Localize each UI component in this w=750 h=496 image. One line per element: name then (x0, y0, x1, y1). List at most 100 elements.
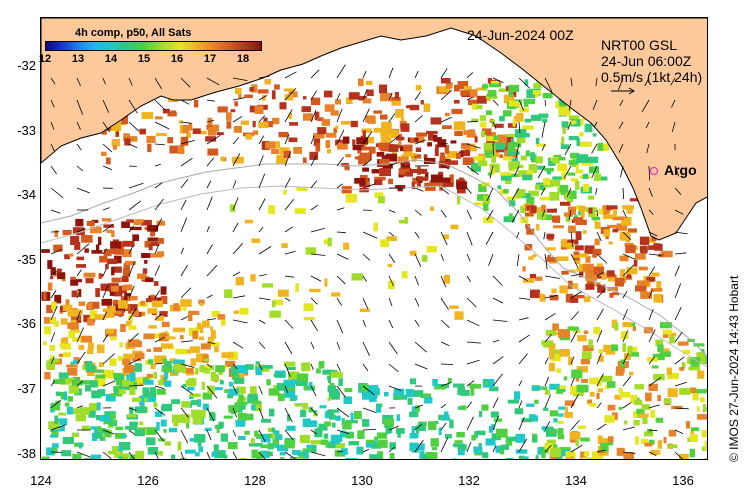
sst-pixel (299, 434, 311, 444)
current-arrow (154, 385, 165, 390)
sst-pixel (374, 388, 380, 392)
sst-pixel (577, 425, 586, 429)
sst-pixel (475, 163, 481, 172)
sst-pixel (513, 391, 521, 400)
sst-pixel (633, 260, 638, 267)
sst-pixel (658, 253, 665, 258)
current-arrow (388, 341, 398, 355)
sst-pixel (173, 303, 180, 312)
sst-pixel (359, 178, 366, 187)
sst-pixel (180, 136, 189, 146)
sst-pixel (140, 219, 152, 226)
current-arrow (128, 99, 138, 114)
longitude-label: 136 (672, 473, 694, 488)
sst-pixel (622, 343, 627, 353)
sst-pixel (515, 190, 523, 199)
sst-pixel (369, 459, 376, 460)
sst-pixel (388, 178, 393, 185)
sst-pixel (605, 207, 611, 213)
sst-pixel (414, 181, 419, 185)
sst-pixel (346, 97, 353, 104)
sst-pixel (305, 247, 317, 255)
sst-pixel (541, 204, 546, 212)
current-arrow (596, 271, 604, 277)
sst-pixel (415, 85, 422, 91)
sst-pixel (549, 410, 559, 417)
sst-pixel (129, 226, 142, 231)
sst-pixel (173, 327, 185, 333)
current-arrow (310, 319, 318, 332)
sst-pixel (582, 345, 594, 351)
longitude-label: 124 (30, 473, 52, 488)
sst-pixel (369, 396, 377, 402)
current-arrow (544, 444, 552, 453)
sst-pixel (207, 127, 216, 136)
current-arrow (180, 407, 189, 418)
sst-pixel (302, 402, 308, 410)
current-arrow (671, 121, 676, 132)
current-arrow (596, 288, 606, 299)
sst-pixel (534, 399, 539, 404)
current-arrow (284, 251, 296, 255)
sst-pixel (122, 285, 128, 291)
sst-pixel (558, 413, 564, 417)
sst-pixel (283, 189, 287, 195)
current-arrow (50, 380, 55, 387)
sst-pixel (354, 156, 359, 160)
sst-pixel (389, 453, 395, 459)
sst-pixel (476, 104, 483, 110)
sst-pixel (393, 388, 405, 396)
sst-pixel (303, 317, 316, 321)
sst-pixel (450, 224, 459, 230)
sst-pixel (667, 388, 678, 398)
sst-pixel (612, 292, 620, 296)
sst-pixel (640, 291, 652, 299)
current-arrow (362, 407, 377, 413)
sst-pixel (703, 458, 707, 459)
current-arrow (388, 275, 394, 287)
sst-pixel (526, 205, 531, 211)
sst-map[interactable] (40, 17, 708, 460)
sst-pixel (113, 453, 124, 458)
sst-pixel (192, 128, 201, 134)
sst-pixel (252, 130, 258, 135)
sst-pixel (561, 270, 569, 275)
sst-pixel (67, 367, 78, 376)
copyright-text: © IMOS 27-Jun-2024 14:43 Hobart (727, 275, 741, 462)
sst-pixel (122, 358, 131, 366)
sst-pixel (329, 382, 335, 387)
sst-pixel (164, 361, 172, 368)
sst-pixel (362, 392, 370, 400)
sst-pixel (495, 428, 508, 438)
sst-pixel (569, 269, 576, 273)
sst-pixel (506, 196, 516, 201)
current-arrow (388, 113, 396, 123)
sst-pixel (493, 418, 503, 422)
sst-pixel (98, 236, 102, 245)
sst-pixel (505, 437, 513, 446)
sst-pixel (345, 154, 352, 158)
sst-pixel (97, 426, 102, 432)
sst-pixel (550, 448, 561, 457)
argo-float-marker[interactable] (650, 167, 658, 175)
current-arrow (50, 187, 64, 199)
sst-pixel (383, 419, 394, 427)
sst-pixel (434, 148, 439, 157)
sst-pixel (57, 272, 66, 280)
current-arrow (544, 253, 548, 270)
sst-pixel (511, 158, 519, 164)
sst-pixel (482, 97, 492, 101)
sst-pixel (322, 369, 333, 375)
sst-pixel (89, 380, 98, 388)
sst-pixel (178, 120, 183, 124)
sst-pixel (155, 133, 167, 137)
current-arrow (466, 275, 472, 283)
sst-pixel (210, 371, 216, 379)
sst-pixel (177, 441, 182, 451)
sst-pixel (616, 223, 628, 231)
sst-pixel (230, 368, 239, 376)
sst-pixel (608, 241, 613, 245)
sst-pixel (123, 284, 133, 291)
sst-pixel (125, 304, 138, 311)
sst-pixel (120, 324, 126, 332)
